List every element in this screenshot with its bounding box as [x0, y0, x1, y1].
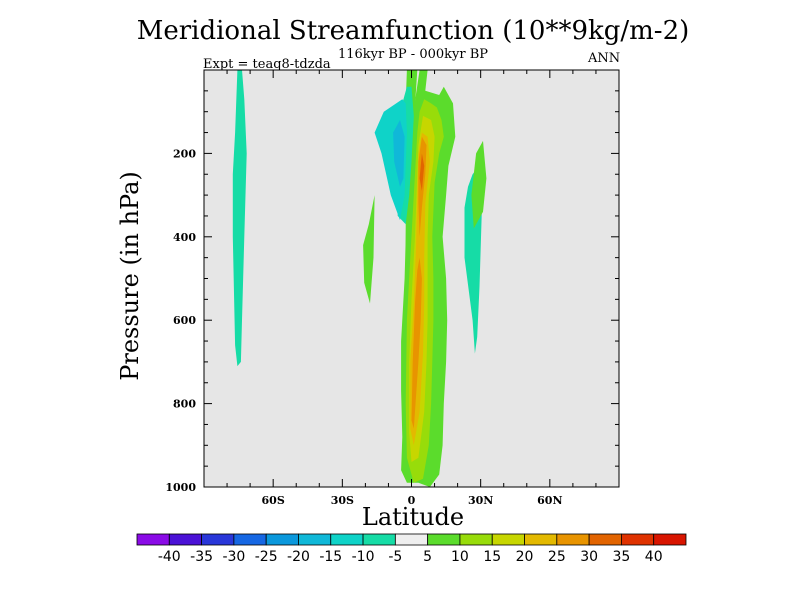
colorbar-swatch — [265, 533, 299, 546]
axis-ticks: 60S 30S 0 30N 60N 200 400 600 800 1000 — [165, 70, 619, 507]
colorbar-label: 30 — [580, 549, 598, 565]
season-label: ANN — [588, 51, 621, 66]
contour-region-15 — [419, 153, 425, 191]
colorbar-label: -35 — [190, 549, 213, 565]
contour-region-3 — [471, 140, 487, 229]
colorbar-label: 5 — [423, 549, 432, 565]
contour-region-9 — [393, 120, 405, 187]
colorbar-label: -5 — [388, 549, 402, 565]
contour-region-0 — [232, 70, 247, 367]
colorbar: -40 -35 -30 -25 -20 -15 -10 -5 5 10 15 20 25 30 35 40 — [136, 533, 687, 565]
colorbar-swatch — [621, 533, 655, 546]
contour-regions — [232, 70, 487, 487]
contour-region-14 — [411, 257, 422, 429]
colorbar-swatch — [330, 533, 364, 546]
chart-subtitle: 116kyr BP - 000kyr BP — [337, 47, 489, 62]
x-axis-label: Latitude — [361, 503, 465, 531]
x-tick-label: 30N — [468, 494, 493, 507]
colorbar-label: 20 — [516, 549, 534, 565]
colorbar-label: -20 — [287, 549, 310, 565]
x-tick-label: 60N — [537, 494, 562, 507]
colorbar-swatch — [491, 533, 525, 546]
contour-region-13 — [418, 136, 427, 237]
colorbar-swatch — [298, 533, 332, 546]
y-tick-label: 400 — [173, 231, 196, 244]
colorbar-swatch — [394, 533, 429, 546]
y-tick-label: 1000 — [165, 481, 196, 494]
y-tick-label: 800 — [173, 398, 196, 411]
x-tick-label: 0 — [408, 494, 416, 507]
colorbar-swatch — [362, 533, 396, 546]
colorbar-swatch — [556, 533, 590, 546]
contour-region-2 — [363, 195, 375, 304]
x-tick-label: 30S — [331, 494, 354, 507]
colorbar-label: -40 — [158, 549, 181, 565]
colorbar-label: 10 — [451, 549, 469, 565]
y-tick-label: 600 — [173, 314, 196, 327]
colorbar-swatch — [168, 533, 202, 546]
colorbar-swatch — [427, 533, 461, 546]
colorbar-swatch — [653, 533, 687, 546]
y-tick-label: 200 — [173, 147, 196, 160]
experiment-label: Expt = teaq8-tdzda — [203, 57, 331, 72]
chart-title: Meridional Streamfunction (10**9kg/m-2) — [136, 16, 690, 46]
x-tick-label: 60S — [262, 494, 285, 507]
colorbar-swatch — [201, 533, 235, 546]
colorbar-label: 25 — [548, 549, 566, 565]
colorbar-swatch — [233, 533, 267, 546]
colorbar-label: 15 — [483, 549, 501, 565]
colorbar-swatch — [524, 533, 558, 546]
colorbar-label: -25 — [255, 549, 278, 565]
colorbar-swatch — [459, 533, 493, 546]
colorbar-label: -30 — [222, 549, 245, 565]
colorbar-label: 35 — [612, 549, 630, 565]
colorbar-swatch — [588, 533, 622, 546]
colorbar-label: -10 — [352, 549, 375, 565]
colorbar-label: -15 — [319, 549, 342, 565]
colorbar-swatch — [136, 533, 170, 546]
colorbar-label: 40 — [645, 549, 663, 565]
